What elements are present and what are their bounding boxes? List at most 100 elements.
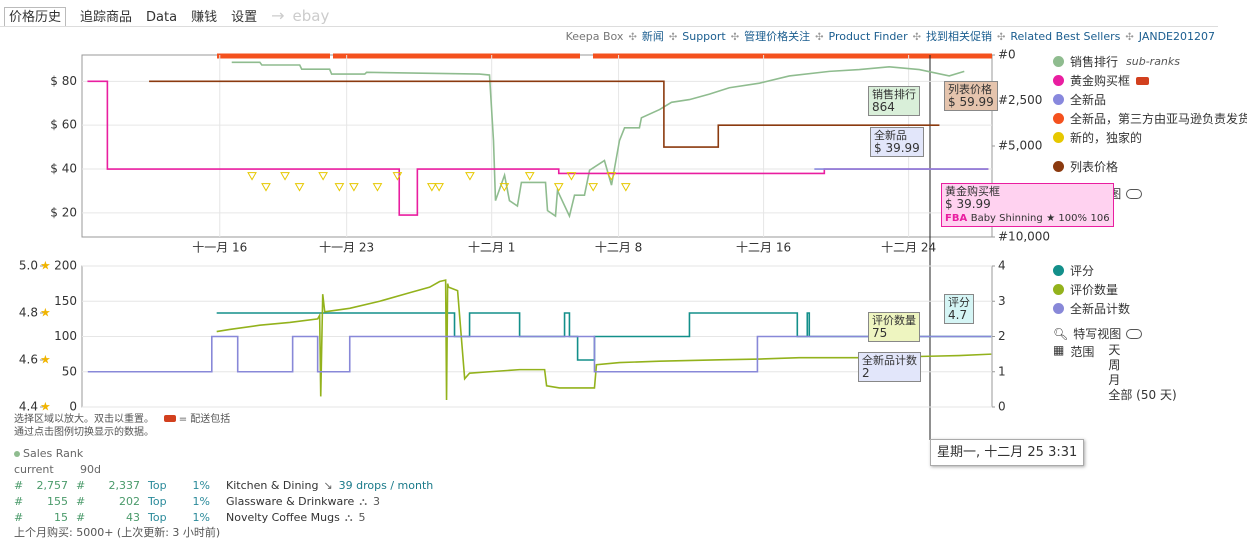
tooltip: 全新品 $ 39.99 — [870, 127, 924, 157]
range-option[interactable]: 月 — [1108, 373, 1121, 387]
tooltip-value: $ 59.99 — [948, 95, 994, 109]
marker — [349, 183, 359, 192]
link[interactable]: Product Finder — [828, 30, 908, 43]
marker — [334, 183, 345, 192]
marker — [465, 172, 475, 181]
tab[interactable]: 设置 — [231, 10, 258, 25]
rank-cell: # — [14, 495, 24, 508]
seller-count: 106 — [1090, 213, 1110, 224]
marker — [294, 183, 305, 192]
link[interactable]: Related Best Sellers — [1010, 30, 1121, 43]
tooltip: 评价数量 75 — [868, 312, 920, 342]
star-icon: ★ — [40, 259, 51, 273]
separator: ✣ — [628, 32, 637, 43]
link[interactable]: JANDE201207 — [1138, 30, 1215, 43]
y-tick-label: 200 — [54, 259, 77, 273]
x-tick-label: 十二月 1 — [468, 241, 515, 255]
seller-rating: ★ 100% — [1046, 213, 1087, 224]
legend-label: 全新品计数 — [1070, 302, 1131, 316]
marker — [499, 183, 510, 192]
legend-label: 新的，独家的 — [1070, 131, 1143, 145]
grid — [82, 55, 992, 237]
truck-icon — [163, 415, 176, 422]
x-tick-label: 十二月 8 — [595, 241, 642, 255]
legend-item[interactable]: 列表价格 — [1053, 157, 1247, 176]
ebay-link[interactable]: ebay — [292, 7, 330, 25]
tooltip-label: 黄金购买框 — [945, 185, 1000, 198]
range-option[interactable]: 全部 (50 天) — [1108, 388, 1177, 402]
separator: ✣ — [996, 32, 1006, 43]
legend-item[interactable]: 新的，独家的 — [1053, 128, 1247, 147]
rank-cell: 1% — [192, 479, 210, 492]
rank-cell: # — [14, 479, 24, 492]
marker — [392, 172, 403, 181]
legend-label: 全新品 — [1070, 93, 1107, 107]
legend-swatch — [1053, 94, 1064, 105]
link[interactable]: 新闻 — [641, 30, 664, 43]
y2-tick-label: #2,500 — [998, 93, 1042, 107]
tab[interactable]: 追踪商品 — [80, 10, 133, 25]
tooltip-value: $ 39.99 — [874, 141, 920, 155]
link[interactable]: 管理价格关注 — [744, 30, 811, 43]
rank-cell: # — [14, 511, 24, 524]
legend-label: 列表价格 — [1070, 160, 1119, 174]
rank-cell: Top — [148, 495, 167, 508]
truck-icon — [1136, 76, 1150, 85]
legend-label: 黄金购买框 — [1070, 74, 1131, 88]
legend-item[interactable]: 销售排行 sub-ranks — [1053, 52, 1247, 71]
y2-tick-label: 0 — [998, 400, 1006, 414]
tooltip-label: 销售排行 — [872, 88, 916, 101]
legend-item[interactable]: 全新品，第三方由亚马逊负责发货 — [1053, 109, 1247, 128]
range-label: 范围 — [1070, 345, 1095, 359]
rank-cell[interactable]: Kitchen & Dining — [226, 479, 319, 492]
series-line — [149, 80, 940, 148]
legend-label: 评分 — [1070, 264, 1095, 278]
separator: ✣ — [815, 32, 824, 43]
x-tick-label: 十一月 16 — [192, 241, 247, 255]
rank-cell: 15 — [54, 511, 68, 524]
header: 90d — [80, 463, 101, 476]
tooltip: 评分 4.7 — [944, 294, 974, 324]
legend-item[interactable]: 全新品计数 — [1053, 299, 1177, 318]
tab[interactable]: 价格历史 — [4, 7, 67, 27]
sales-rank: Sales Rank current 90d #2,757 #2,337 Top 1% Kit… — [14, 446, 433, 526]
rank-cell[interactable]: Glassware & Drinkware — [226, 495, 355, 508]
sub-ranks[interactable]: sub-ranks — [1126, 55, 1181, 68]
legend-item[interactable]: 评分 — [1053, 261, 1177, 280]
link[interactable]: 找到相关促销 — [925, 30, 992, 43]
rank-cell: # — [76, 511, 86, 524]
y3-tick-label: 4.6 — [19, 353, 38, 367]
marker — [247, 172, 257, 181]
separator: ✣ — [912, 32, 921, 43]
legend-item[interactable]: 全新品 — [1053, 90, 1247, 109]
plot-frame — [81, 54, 993, 238]
tab-rule — [0, 26, 1218, 27]
range-option[interactable]: 周 — [1108, 358, 1121, 372]
rank-icon: ↘ — [323, 479, 333, 492]
link[interactable]: Support — [682, 30, 726, 43]
link[interactable]: Keepa Box — [565, 30, 624, 43]
legend-swatch — [14, 451, 20, 457]
tab[interactable]: 赚钱 — [191, 10, 218, 25]
legend-swatch — [1053, 284, 1064, 295]
tabs: 价格历史 追踪商品 Data 赚钱 设置 → ebay — [4, 6, 330, 27]
y-tick-label: $ 60 — [50, 118, 77, 132]
range-option[interactable]: 天 — [1108, 343, 1121, 357]
rank-cell[interactable]: Novelty Coffee Mugs — [226, 511, 340, 524]
y-tick-label: 100 — [54, 329, 77, 343]
legend-item[interactable]: 评价数量 — [1053, 280, 1177, 299]
x-tick-label: 十二月 16 — [736, 241, 791, 255]
closeup-toggle[interactable]: 🔍︎ 特写视图 — [1053, 324, 1177, 343]
tooltip-label: 评分 — [948, 296, 970, 309]
toggle-switch — [1126, 328, 1143, 339]
rank-cell: 155 — [47, 495, 68, 508]
marker — [434, 183, 444, 192]
series-line — [216, 312, 992, 361]
marker — [280, 172, 290, 181]
range-options: 天周月全部 (50 天) — [1108, 343, 1176, 403]
legend-item[interactable]: 黄金购买框 — [1053, 71, 1247, 90]
tab[interactable]: Data — [146, 10, 178, 25]
y2-tick-label: 4 — [998, 259, 1006, 273]
x-tick-label: 十一月 23 — [319, 241, 374, 255]
